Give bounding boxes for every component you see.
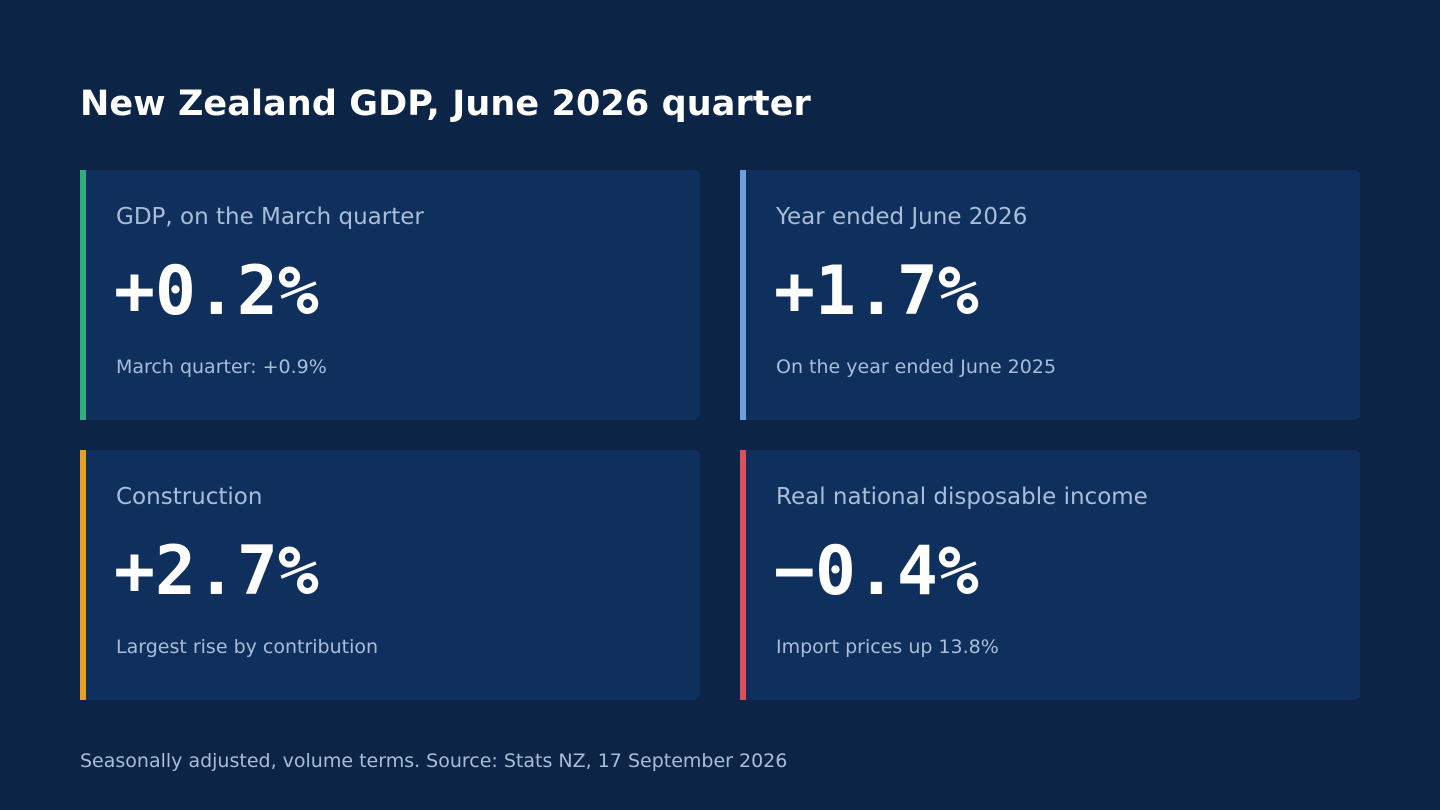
card-label: Year ended June 2026 bbox=[776, 204, 1028, 230]
card-accent-bar bbox=[80, 450, 86, 700]
stat-card-gdp-quarterly: GDP, on the March quarter +0.2% March qu… bbox=[80, 170, 700, 420]
stat-card-construction: Construction +2.7% Largest rise by contr… bbox=[80, 450, 700, 700]
source-footnote: Seasonally adjusted, volume terms. Sourc… bbox=[80, 750, 788, 772]
page-title: New Zealand GDP, June 2026 quarter bbox=[80, 84, 811, 124]
card-accent-bar bbox=[740, 450, 746, 700]
card-value: +2.7% bbox=[114, 532, 319, 611]
card-value: −0.4% bbox=[774, 532, 979, 611]
stat-card-year-ended: Year ended June 2026 +1.7% On the year e… bbox=[740, 170, 1360, 420]
card-value: +0.2% bbox=[114, 252, 319, 331]
card-accent-bar bbox=[80, 170, 86, 420]
card-accent-bar bbox=[740, 170, 746, 420]
card-label: Construction bbox=[116, 484, 263, 510]
card-label: GDP, on the March quarter bbox=[116, 204, 424, 230]
card-note: Largest rise by contribution bbox=[116, 636, 379, 658]
stat-card-disposable-income: Real national disposable income −0.4% Im… bbox=[740, 450, 1360, 700]
card-note: March quarter: +0.9% bbox=[116, 356, 327, 378]
card-label: Real national disposable income bbox=[776, 484, 1148, 510]
card-value: +1.7% bbox=[774, 252, 979, 331]
card-note: Import prices up 13.8% bbox=[776, 636, 999, 658]
card-note: On the year ended June 2025 bbox=[776, 356, 1057, 378]
stat-card-grid: GDP, on the March quarter +0.2% March qu… bbox=[80, 170, 1360, 700]
